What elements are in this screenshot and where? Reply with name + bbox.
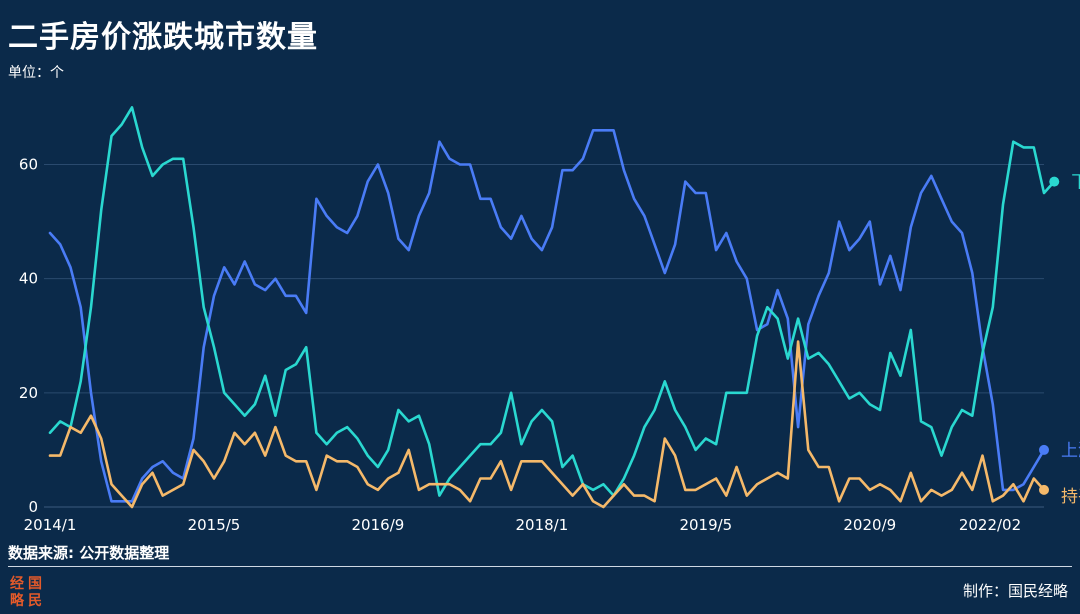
unit-label: 单位：个 xyxy=(8,65,64,81)
x-tick-label: 2018/1 xyxy=(515,516,568,534)
x-tick-label: 2015/5 xyxy=(188,516,241,534)
x-tick-label: 2020/9 xyxy=(843,516,896,534)
series-line-rise xyxy=(48,129,1046,503)
x-tick-label: 2014/1 xyxy=(24,516,77,534)
brand-logo-seal: 经国略民 xyxy=(10,576,42,609)
x-tick-label: 2022/02 xyxy=(959,516,1021,534)
series-end-label: 上涨 : 10 xyxy=(1061,441,1080,461)
line-chart: 0 20 40 60 2014/1 2015/5 2016/9 2018/1 2019/5 202… xyxy=(19,106,1080,534)
chart-title: 二手房价涨跌城市数量 xyxy=(8,20,318,55)
series-line-flat xyxy=(48,340,1046,509)
x-tick-label: 2016/9 xyxy=(352,516,405,534)
series-end-point xyxy=(1039,444,1049,455)
y-tick-label: 20 xyxy=(19,384,38,402)
series-end-point xyxy=(1049,176,1060,187)
footer-divider xyxy=(8,566,1072,567)
credit-text: 制作：国民经略 xyxy=(962,582,1068,600)
y-tick-label: 60 xyxy=(19,156,38,174)
y-tick-label: 40 xyxy=(19,270,38,288)
x-tick-label: 2019/5 xyxy=(679,516,732,534)
series-end-label: 下降 : 57 xyxy=(1071,173,1080,193)
series-end-point xyxy=(1039,484,1049,495)
series-line-fall xyxy=(48,106,1056,497)
series-end-label: 持平 : 3 xyxy=(1061,487,1080,507)
y-tick-label: 0 xyxy=(28,498,38,516)
data-source: 数据来源: 公开数据整理 xyxy=(8,544,170,562)
